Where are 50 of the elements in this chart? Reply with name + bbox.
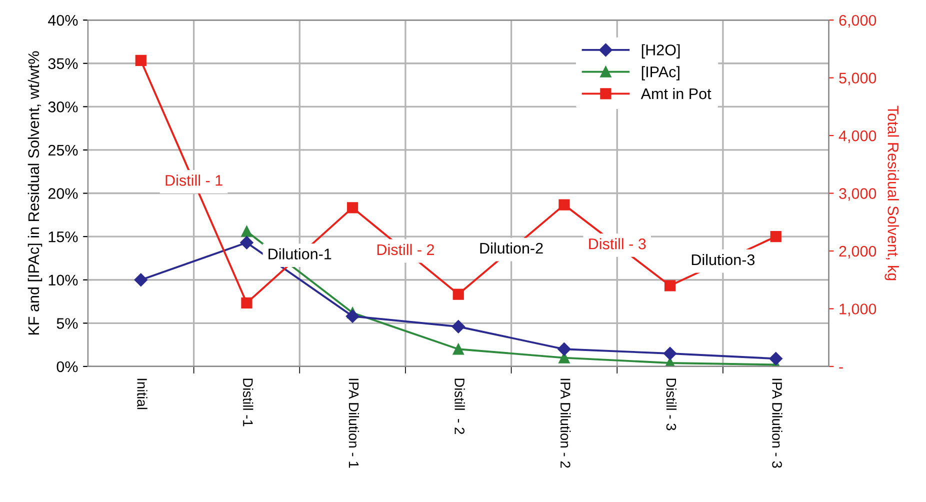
- x-tick-label: IPA Dilution - 3: [772, 378, 782, 468]
- point: [346, 310, 360, 323]
- y-tick-label: 20%: [48, 188, 78, 199]
- y-tick-label: 5%: [56, 318, 78, 329]
- y2-tick-label: -: [839, 367, 843, 369]
- y-tick-label: 35%: [48, 58, 78, 70]
- point: [770, 231, 782, 242]
- y-tick-label: 40%: [48, 14, 78, 26]
- point: [240, 236, 254, 250]
- annotation: Distill - 1: [166, 174, 222, 186]
- point: [241, 226, 252, 237]
- point: [558, 199, 570, 210]
- point: [241, 297, 252, 309]
- legend-label: Amt in Pot: [640, 88, 712, 100]
- point: [452, 320, 465, 334]
- x-tick-label: Distill - 2: [454, 378, 465, 434]
- y-axis-title: KF and [IPAc] in Residual Solvent, wt/wt%: [28, 51, 42, 335]
- x-tick-label: IPA Dilution - 2: [560, 378, 571, 468]
- x-tick-label: IPA Dilution - 1: [348, 378, 360, 468]
- annotation: Distill - 3: [589, 238, 646, 250]
- y-tick-label: 15%: [48, 232, 78, 242]
- y2-tick-label: 2,000: [839, 246, 876, 258]
- x-tick-label: Initial: [137, 378, 148, 410]
- y2-tick-label: 6,000: [839, 14, 876, 28]
- point: [452, 344, 464, 355]
- point: [135, 54, 146, 66]
- y2-tick-label: 4,000: [838, 130, 876, 144]
- y2-tick-label: 5,000: [839, 72, 876, 86]
- annotation: Dilution-3: [692, 254, 755, 266]
- y-tick-label: 25%: [48, 144, 78, 156]
- y2-axis-title: Total Residual Solvent, kg: [884, 106, 899, 280]
- annotation: Dilution-1: [268, 248, 332, 260]
- y2-tick-label: 3,000: [839, 188, 876, 201]
- x-tick-label: Distill - 3: [666, 378, 676, 430]
- point: [663, 346, 677, 360]
- y-tick-label: 0%: [56, 361, 78, 372]
- y-tick-label: 10%: [48, 274, 78, 286]
- legend-label: [H2O]: [642, 44, 680, 58]
- annotation: Dilution-2: [480, 242, 543, 254]
- point: [134, 273, 148, 286]
- point: [664, 280, 676, 292]
- legend-label: [IPAc]: [642, 66, 680, 80]
- point: [558, 342, 571, 356]
- y-tick-label: 30%: [48, 102, 78, 112]
- point: [452, 288, 464, 300]
- annotation: Distill - 2: [377, 244, 434, 256]
- point: [769, 352, 782, 366]
- y2-tick-label: 1,000: [840, 304, 876, 316]
- x-tick-label: Distill -1: [242, 378, 254, 426]
- point: [346, 202, 358, 214]
